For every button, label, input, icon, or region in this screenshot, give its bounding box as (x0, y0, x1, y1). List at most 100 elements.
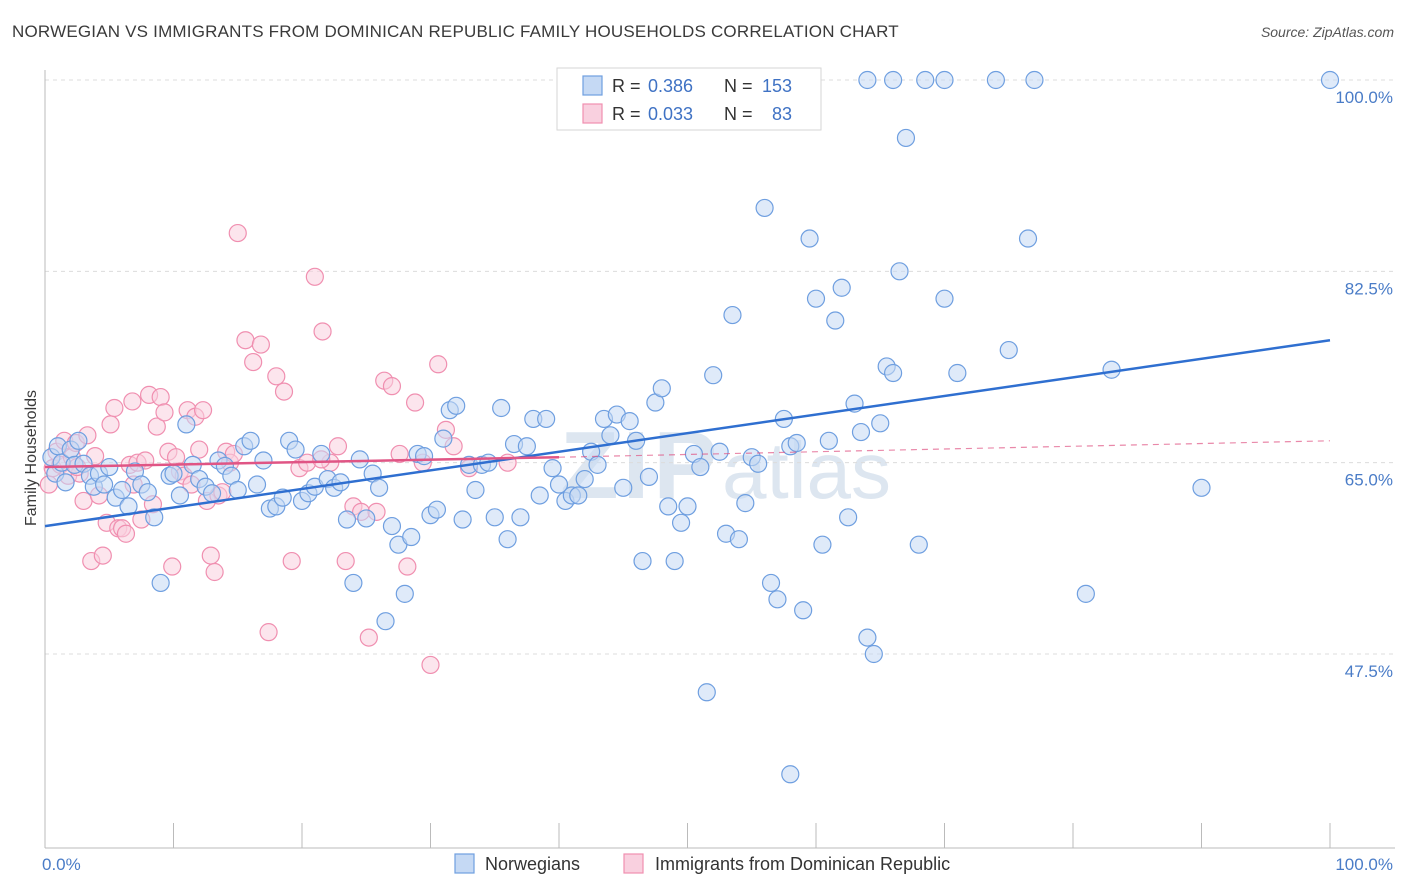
norwegian-point-15 (112, 480, 132, 500)
norwegian-point-149 (858, 70, 877, 90)
norwegian-point-145 (1076, 584, 1095, 603)
norwegian-point-83 (549, 475, 569, 494)
legend-swatch-blue (582, 75, 603, 96)
norwegian-point-120 (787, 433, 806, 453)
norwegian-point-35 (241, 431, 260, 450)
norwegian-point-29 (202, 484, 222, 503)
y-tick-label-3: 100.0% (1335, 88, 1393, 107)
norwegian-point-89 (588, 455, 607, 474)
trend-line-norwegians (44, 338, 1331, 528)
norwegian-point-96 (633, 551, 652, 571)
legend-n-value-1: 153 (762, 76, 792, 96)
norwegian-point-123 (806, 289, 826, 308)
norwegian-point-138 (909, 535, 928, 554)
norwegian-point-140 (935, 289, 954, 308)
norwegian-point-131 (858, 628, 877, 647)
norwegian-point-20 (145, 508, 164, 527)
dominican-point-43 (205, 562, 224, 582)
norwegian-point-110 (723, 305, 742, 325)
norwegian-point-64 (427, 500, 447, 519)
dominican-point-20 (116, 524, 136, 543)
norwegian-point-50 (337, 510, 357, 529)
norwegian-point-152 (986, 70, 1006, 90)
norwegian-point-106 (697, 683, 716, 702)
norwegian-point-130 (851, 422, 871, 442)
norwegian-point-67 (447, 396, 466, 415)
legend-r-value-2: 0.033 (648, 104, 693, 124)
dominican-point-17 (105, 398, 124, 418)
norwegian-point-133 (871, 414, 890, 433)
trend-lines (44, 338, 1331, 528)
dominican-point-52 (259, 623, 278, 642)
norwegian-point-19 (138, 483, 157, 502)
top-legend: R = 0.386 N = 153 R = 0.033 N = 83 (556, 67, 822, 131)
dominican-point-30 (155, 403, 174, 422)
y-tick-label-0: 47.5% (1345, 662, 1393, 681)
dominican-point-28 (147, 417, 166, 436)
norwegian-point-12 (95, 475, 114, 494)
norwegian-point-4 (56, 473, 75, 492)
dominican-point-71 (405, 393, 425, 412)
norwegian-point-80 (530, 486, 549, 505)
norwegian-point-135 (883, 363, 903, 383)
norwegian-point-137 (896, 128, 916, 148)
norwegian-point-73 (485, 508, 504, 527)
norwegian-point-77 (511, 508, 530, 527)
norwegian-point-42 (286, 440, 305, 459)
norwegian-point-94 (620, 412, 639, 431)
dominican-point-49 (236, 331, 255, 350)
norwegian-point-116 (761, 573, 781, 593)
dominican-point-29 (151, 387, 170, 407)
norwegian-point-107 (704, 366, 723, 385)
norwegian-point-93 (614, 478, 633, 497)
norwegian-point-36 (247, 475, 267, 494)
dominican-point-78 (498, 453, 517, 472)
norwegian-point-142 (999, 340, 1018, 360)
norwegian-point-128 (839, 508, 858, 527)
legend-n-value-2: 83 (772, 104, 792, 124)
norwegian-point-59 (395, 584, 414, 603)
norwegian-point-86 (569, 486, 588, 505)
x-tick-label-end: 100.0% (1335, 855, 1393, 874)
norwegian-point-148 (1320, 70, 1340, 90)
dominican-point-74 (429, 355, 448, 374)
bottom-legend-swatch-dominican (623, 853, 644, 874)
trend-line-dominican (44, 455, 560, 469)
dominican-point-9 (74, 491, 93, 511)
legend-n-label-1: N = (724, 76, 753, 96)
dominican-point-50 (244, 352, 263, 372)
norwegian-point-46 (312, 444, 331, 464)
norwegian-point-91 (601, 426, 620, 445)
norwegian-point-74 (492, 398, 511, 418)
norwegian-point-114 (749, 454, 768, 473)
series-norwegians-points (42, 70, 1340, 784)
norwegian-point-136 (890, 262, 909, 281)
dominican-point-65 (359, 628, 378, 647)
norwegian-point-108 (710, 442, 729, 461)
dominican-point-62 (336, 551, 355, 571)
norwegian-point-21 (151, 573, 170, 593)
norwegian-point-97 (639, 467, 659, 486)
chart-title: NORWEGIAN VS IMMIGRANTS FROM DOMINICAN R… (12, 22, 899, 41)
trend-line-dominican-extension (558, 440, 1331, 458)
dominican-point-54 (274, 382, 294, 401)
dominican-point-14 (93, 546, 112, 565)
norwegian-point-112 (736, 494, 755, 513)
norwegian-point-33 (228, 480, 247, 500)
legend-r-label-2: R = (612, 104, 641, 124)
bottom-legend-label-dominican: Immigrants from Dominican Republic (655, 854, 950, 874)
norwegian-point-62 (414, 447, 434, 466)
bottom-legend: Norwegians Immigrants from Dominican Rep… (454, 853, 950, 874)
bottom-legend-label-norwegians: Norwegians (485, 854, 580, 874)
x-axis-ticks (173, 823, 1331, 848)
x-tick-label-start: 0.0% (42, 855, 81, 874)
norwegian-point-117 (768, 590, 787, 609)
norwegian-point-125 (819, 431, 838, 450)
dominican-point-61 (328, 437, 348, 456)
dominican-point-55 (282, 551, 301, 571)
norwegian-point-7 (69, 431, 88, 450)
norwegian-point-111 (729, 530, 749, 549)
norwegian-point-87 (575, 469, 594, 489)
norwegian-point-53 (357, 509, 376, 528)
